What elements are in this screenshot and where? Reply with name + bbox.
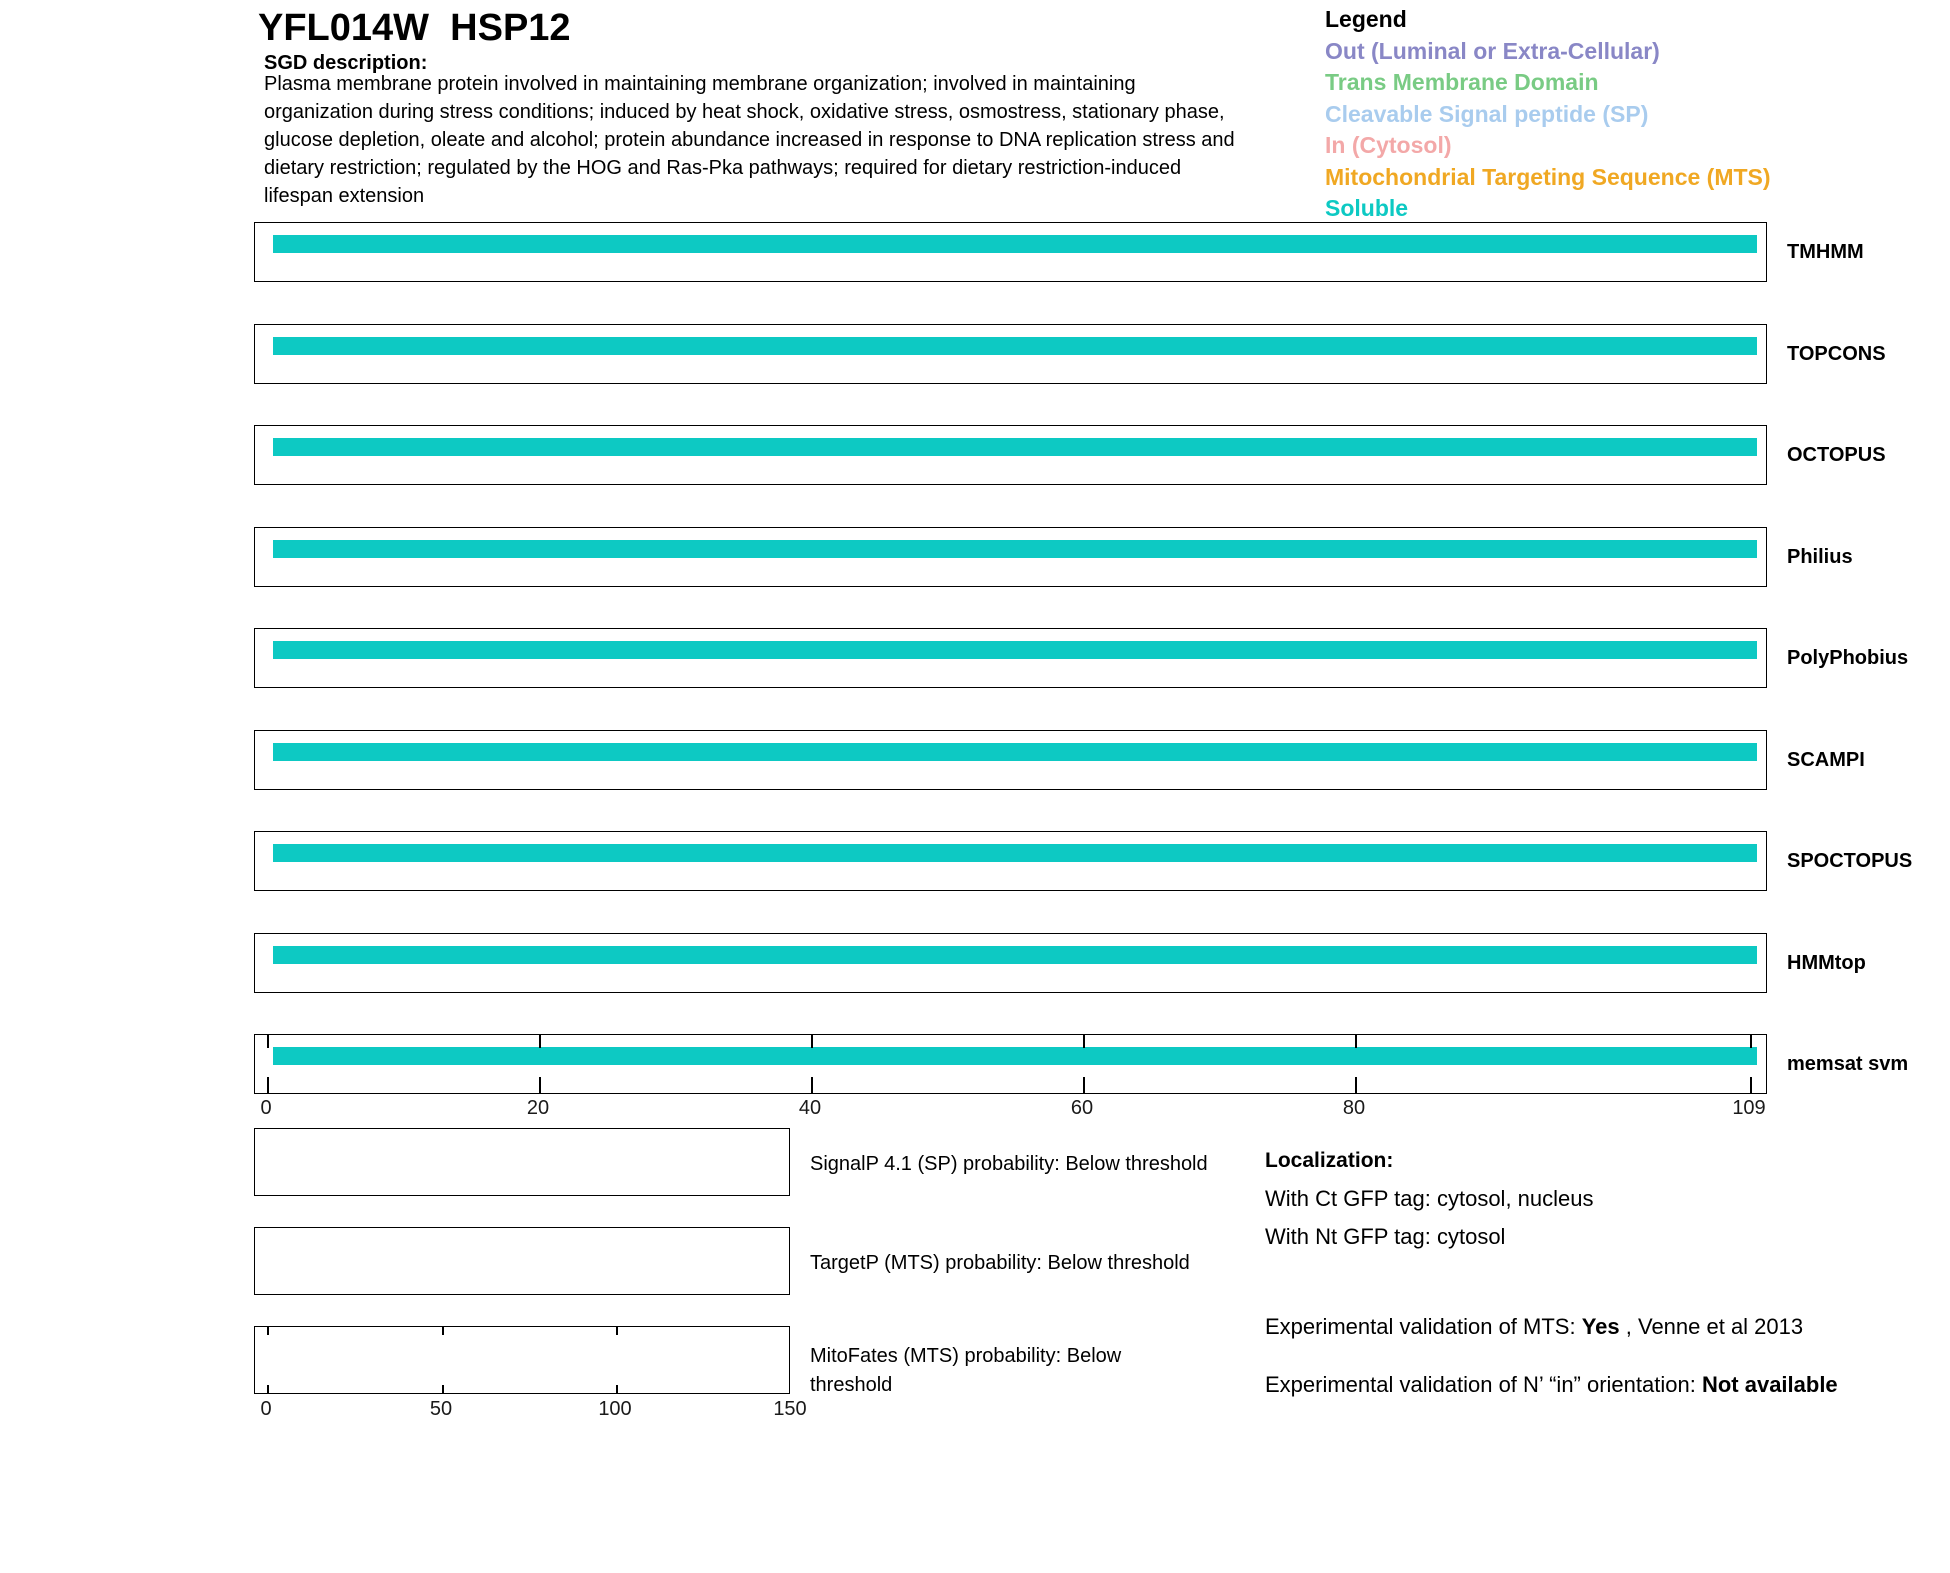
legend-item-out: Out (Luminal or Extra-Cellular): [1325, 37, 1660, 64]
x-axis-tick-label: 20: [526, 1097, 550, 1119]
probability-box: [254, 1227, 790, 1295]
probability-label: TargetP (MTS) probability: Below thresho…: [810, 1252, 1190, 1274]
sgd-description-heading: SGD description:: [264, 52, 428, 74]
axis-tick-mark: [1355, 1077, 1357, 1093]
track-label: HMMtop: [1787, 952, 1866, 974]
legend-items: Out (Luminal or Extra-Cellular) Trans Mem…: [1325, 36, 1771, 225]
legend-item-sp: Cleavable Signal peptide (SP): [1325, 100, 1649, 127]
localization-ct-line: With Ct GFP tag: cytosol, nucleus: [1265, 1186, 1594, 1211]
x-axis-tick-label: 50: [429, 1398, 453, 1420]
track-label: TMHMM: [1787, 241, 1864, 263]
x-axis-tick-label: 109: [1732, 1097, 1766, 1119]
mts-validation-value: Yes: [1581, 1314, 1620, 1339]
mts-validation-line: Experimental validation of MTS: Yes , Ve…: [1265, 1310, 1945, 1343]
localization-heading: Localization:: [1265, 1149, 1394, 1172]
axis-tick-mark: [1083, 1035, 1085, 1048]
track-label: SCAMPI: [1787, 749, 1865, 771]
track-box: [254, 425, 1767, 485]
track-box: [254, 222, 1767, 282]
track-label: SPOCTOPUS: [1787, 850, 1913, 872]
probability-box: [254, 1326, 790, 1394]
axis-tick-mark: [442, 1327, 444, 1335]
axis-tick-mark: [267, 1385, 269, 1393]
x-axis-tick-label: 100: [598, 1398, 632, 1420]
nterm-validation-line: Experimental validation of N’ “in” orien…: [1265, 1368, 1855, 1401]
axis-tick-mark: [442, 1385, 444, 1393]
x-axis-tick-label: 0: [260, 1097, 272, 1119]
soluble-segment-bar: [273, 540, 1757, 558]
x-axis-tick-label: 60: [1070, 1097, 1094, 1119]
sgd-description-text: Plasma membrane protein involved in main…: [264, 73, 1235, 207]
axis-tick-mark: [1750, 1035, 1752, 1048]
legend-item-mts: Mitochondrial Targeting Sequence (MTS): [1325, 163, 1771, 190]
axis-tick-mark: [267, 1327, 269, 1335]
mts-validation-suffix: , Venne et al 2013: [1619, 1314, 1804, 1339]
page-title: YFL014W HSP12: [258, 7, 571, 49]
soluble-segment-bar: [273, 337, 1757, 355]
soluble-segment-bar: [273, 946, 1757, 964]
track-label: OCTOPUS: [1787, 444, 1886, 466]
track-box: [254, 730, 1767, 790]
axis-tick-mark: [267, 1035, 269, 1048]
nterm-validation-value: Not available: [1701, 1372, 1838, 1397]
legend-item-soluble: Soluble: [1325, 195, 1409, 221]
x-axis-tick-label: 0: [260, 1398, 272, 1420]
legend: Legend Out (Luminal or Extra-Cellular) Tr…: [1325, 4, 1771, 225]
nterm-validation-prefix: Experimental validation of N’ “in” orien…: [1265, 1372, 1702, 1397]
soluble-segment-bar: [273, 743, 1757, 761]
soluble-segment-bar: [273, 641, 1757, 659]
x-axis-tick-label: 150: [773, 1398, 807, 1420]
probability-box: [254, 1128, 790, 1196]
axis-tick-mark: [1355, 1035, 1357, 1048]
axis-tick-mark: [616, 1327, 618, 1335]
axis-tick-mark: [616, 1385, 618, 1393]
probability-label: MitoFates (MTS) probability: Below thres…: [810, 1345, 1122, 1396]
probability-label: SignalP 4.1 (SP) probability: Below thre…: [810, 1153, 1208, 1175]
track-label: TOPCONS: [1787, 343, 1886, 365]
track-box: [254, 527, 1767, 587]
soluble-segment-bar: [273, 438, 1757, 456]
axis-tick-mark: [1083, 1077, 1085, 1093]
soluble-segment-bar: [273, 844, 1757, 862]
track-box: [254, 933, 1767, 993]
x-axis-tick-label: 80: [1342, 1097, 1366, 1119]
axis-tick-mark: [539, 1035, 541, 1048]
axis-tick-mark: [1750, 1077, 1752, 1093]
soluble-segment-bar: [273, 1047, 1757, 1065]
localization-nt-line: With Nt GFP tag: cytosol: [1265, 1224, 1506, 1249]
axis-tick-mark: [811, 1035, 813, 1048]
track-box: [254, 324, 1767, 384]
track-label: memsat svm: [1787, 1053, 1909, 1075]
soluble-segment-bar: [273, 235, 1757, 253]
track-label: PolyPhobius: [1787, 647, 1909, 669]
track-box: [254, 831, 1767, 891]
legend-item-in: In (Cytosol): [1325, 132, 1452, 158]
axis-tick-mark: [811, 1077, 813, 1093]
legend-title: Legend: [1325, 6, 1407, 32]
track-box: [254, 628, 1767, 688]
track-box: [254, 1034, 1767, 1094]
axis-tick-mark: [267, 1077, 269, 1093]
axis-tick-mark: [539, 1077, 541, 1093]
legend-item-tm: Trans Membrane Domain: [1325, 69, 1599, 95]
track-label: Philius: [1787, 546, 1853, 568]
mts-validation-prefix: Experimental validation of MTS:: [1265, 1314, 1582, 1339]
x-axis-tick-label: 40: [798, 1097, 822, 1119]
